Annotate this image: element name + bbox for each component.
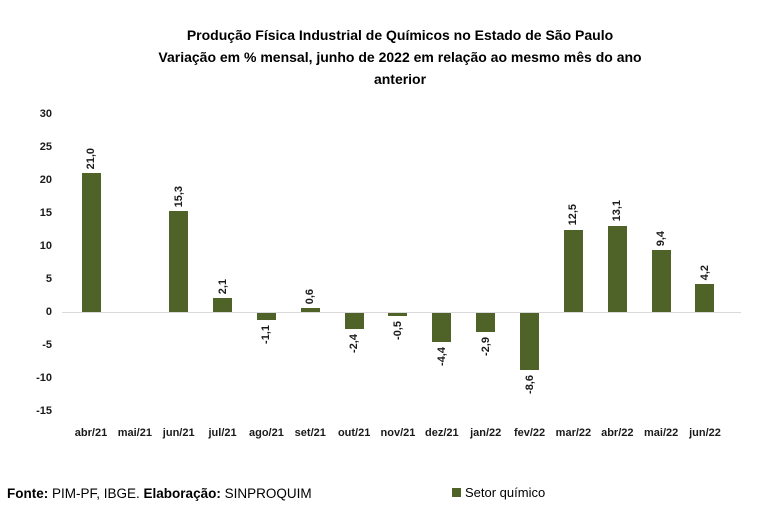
x-axis-category-label: set/21 <box>294 427 326 439</box>
bar <box>651 249 671 312</box>
bar-value-label: -2,4 <box>348 333 361 353</box>
bar-value-label: -2,9 <box>479 337 492 357</box>
y-axis-tick-label: 25 <box>39 140 52 153</box>
chart-title-line: anterior <box>373 71 427 87</box>
x-axis-category-label: jan/22 <box>470 427 502 439</box>
x-axis-category-label: abr/22 <box>601 427 634 439</box>
x-axis-category-label: jun/22 <box>689 427 721 439</box>
bar-value-label: 21,0 <box>85 147 97 170</box>
x-axis-category-label: out/21 <box>337 427 371 439</box>
bar-value-label: 13,1 <box>611 200 624 222</box>
x-axis-category-label: dez/21 <box>425 427 459 439</box>
y-axis-tick-label: -15 <box>36 404 52 417</box>
zero-baseline <box>62 312 741 313</box>
bar <box>388 313 408 317</box>
chart-title-line: Variação em % mensal, junho de 2022 em r… <box>158 49 642 65</box>
bar <box>300 308 320 312</box>
y-axis-tick-label: 30 <box>39 107 52 120</box>
bar <box>695 284 715 312</box>
y-axis-tick-label: -5 <box>42 338 52 351</box>
bar <box>344 313 364 329</box>
bar <box>256 313 276 321</box>
source-fonte-text: PIM-PF, IBGE. <box>52 486 140 501</box>
legend-label: Setor químico <box>465 485 546 500</box>
bar <box>81 173 101 312</box>
source-fonte-label: Fonte: <box>7 486 49 501</box>
x-axis-category-label: nov/21 <box>380 427 416 439</box>
chart-title: Produção Física Industrial de Químicos n… <box>32 24 768 90</box>
y-axis-tick-label: 20 <box>39 173 52 186</box>
bar <box>607 225 627 312</box>
source-elaboracao-label: Elaboração: <box>143 486 221 501</box>
bar-value-label: 4,2 <box>698 264 711 281</box>
y-axis-tick-label: 15 <box>39 206 52 219</box>
bar-value-label: 12,5 <box>567 204 580 226</box>
legend: Setor químico <box>452 485 545 500</box>
y-axis-tick-label: 0 <box>45 305 52 318</box>
bar <box>213 298 233 312</box>
legend-swatch-icon <box>452 488 461 497</box>
bar-value-label: -0,5 <box>391 321 404 341</box>
bar <box>520 313 540 370</box>
source-elaboracao-text: SINPROQUIM <box>224 486 312 501</box>
source-note: Fonte: PIM-PF, IBGE. Elaboração: SINPROQ… <box>7 486 312 501</box>
bar-value-label: 15,3 <box>172 185 185 208</box>
x-axis-category-label: jun/21 <box>162 427 195 439</box>
bar-value-label: 2,1 <box>216 278 229 295</box>
x-axis-category-label: mai/22 <box>644 427 679 439</box>
bar-value-label: 9,4 <box>655 230 668 246</box>
bar <box>432 313 452 343</box>
bar <box>169 211 189 312</box>
y-axis-tick-label: 5 <box>45 272 52 285</box>
x-axis-category-label: jul/21 <box>208 427 237 439</box>
bar-value-label: -4,4 <box>435 347 448 366</box>
bar <box>563 229 583 312</box>
bar-value-label: -8,6 <box>523 374 536 394</box>
y-axis-tick-label: -10 <box>36 371 52 384</box>
x-axis-category-label: ago/21 <box>248 427 284 439</box>
y-axis-tick-label: 10 <box>39 239 52 252</box>
bar-value-label: 0,6 <box>304 288 317 305</box>
chart-title-line: Produção Física Industrial de Químicos n… <box>186 27 614 43</box>
x-axis-category-label: abr/21 <box>74 427 108 439</box>
x-axis-category-label: mar/22 <box>555 427 592 439</box>
bar-value-label: -1,1 <box>260 325 273 345</box>
x-axis-category-label: fev/22 <box>513 427 546 439</box>
x-axis-category-label: mai/21 <box>117 427 152 439</box>
bar <box>476 313 496 333</box>
